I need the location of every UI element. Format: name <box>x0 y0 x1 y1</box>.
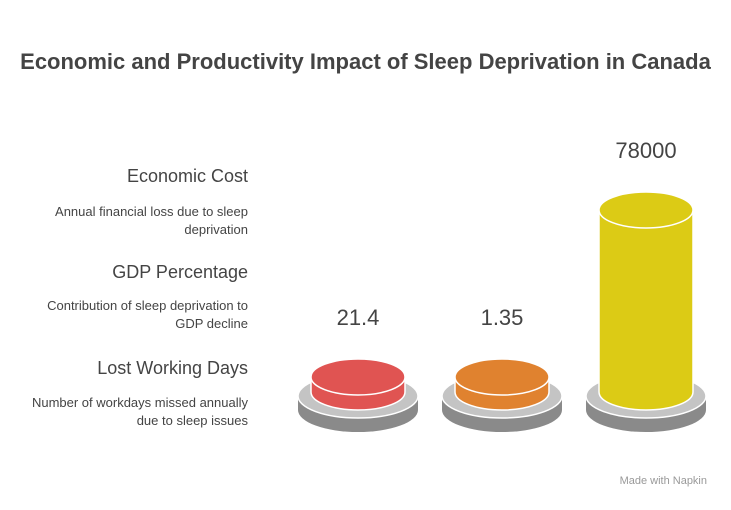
category-label: Economic Cost <box>126 166 248 186</box>
category-description: Annual financial loss due to sleep depri… <box>55 204 248 237</box>
cylinder <box>454 358 550 411</box>
footer: Made with Napkin <box>619 475 707 487</box>
value-label: 21.4 <box>337 305 380 330</box>
value-label: 1.35 <box>481 305 524 330</box>
category-description: Number of workdays missed annually due t… <box>31 395 248 428</box>
category-description: Contribution of sleep deprivation to GDP… <box>47 298 248 331</box>
value-label: 78000 <box>615 138 676 163</box>
category-label: GDP Percentage <box>112 262 248 282</box>
cylinder <box>598 191 694 411</box>
cylinder <box>310 358 406 411</box>
chart-title: Economic and Productivity Impact of Slee… <box>20 49 711 74</box>
category-label: Lost Working Days <box>97 358 248 378</box>
